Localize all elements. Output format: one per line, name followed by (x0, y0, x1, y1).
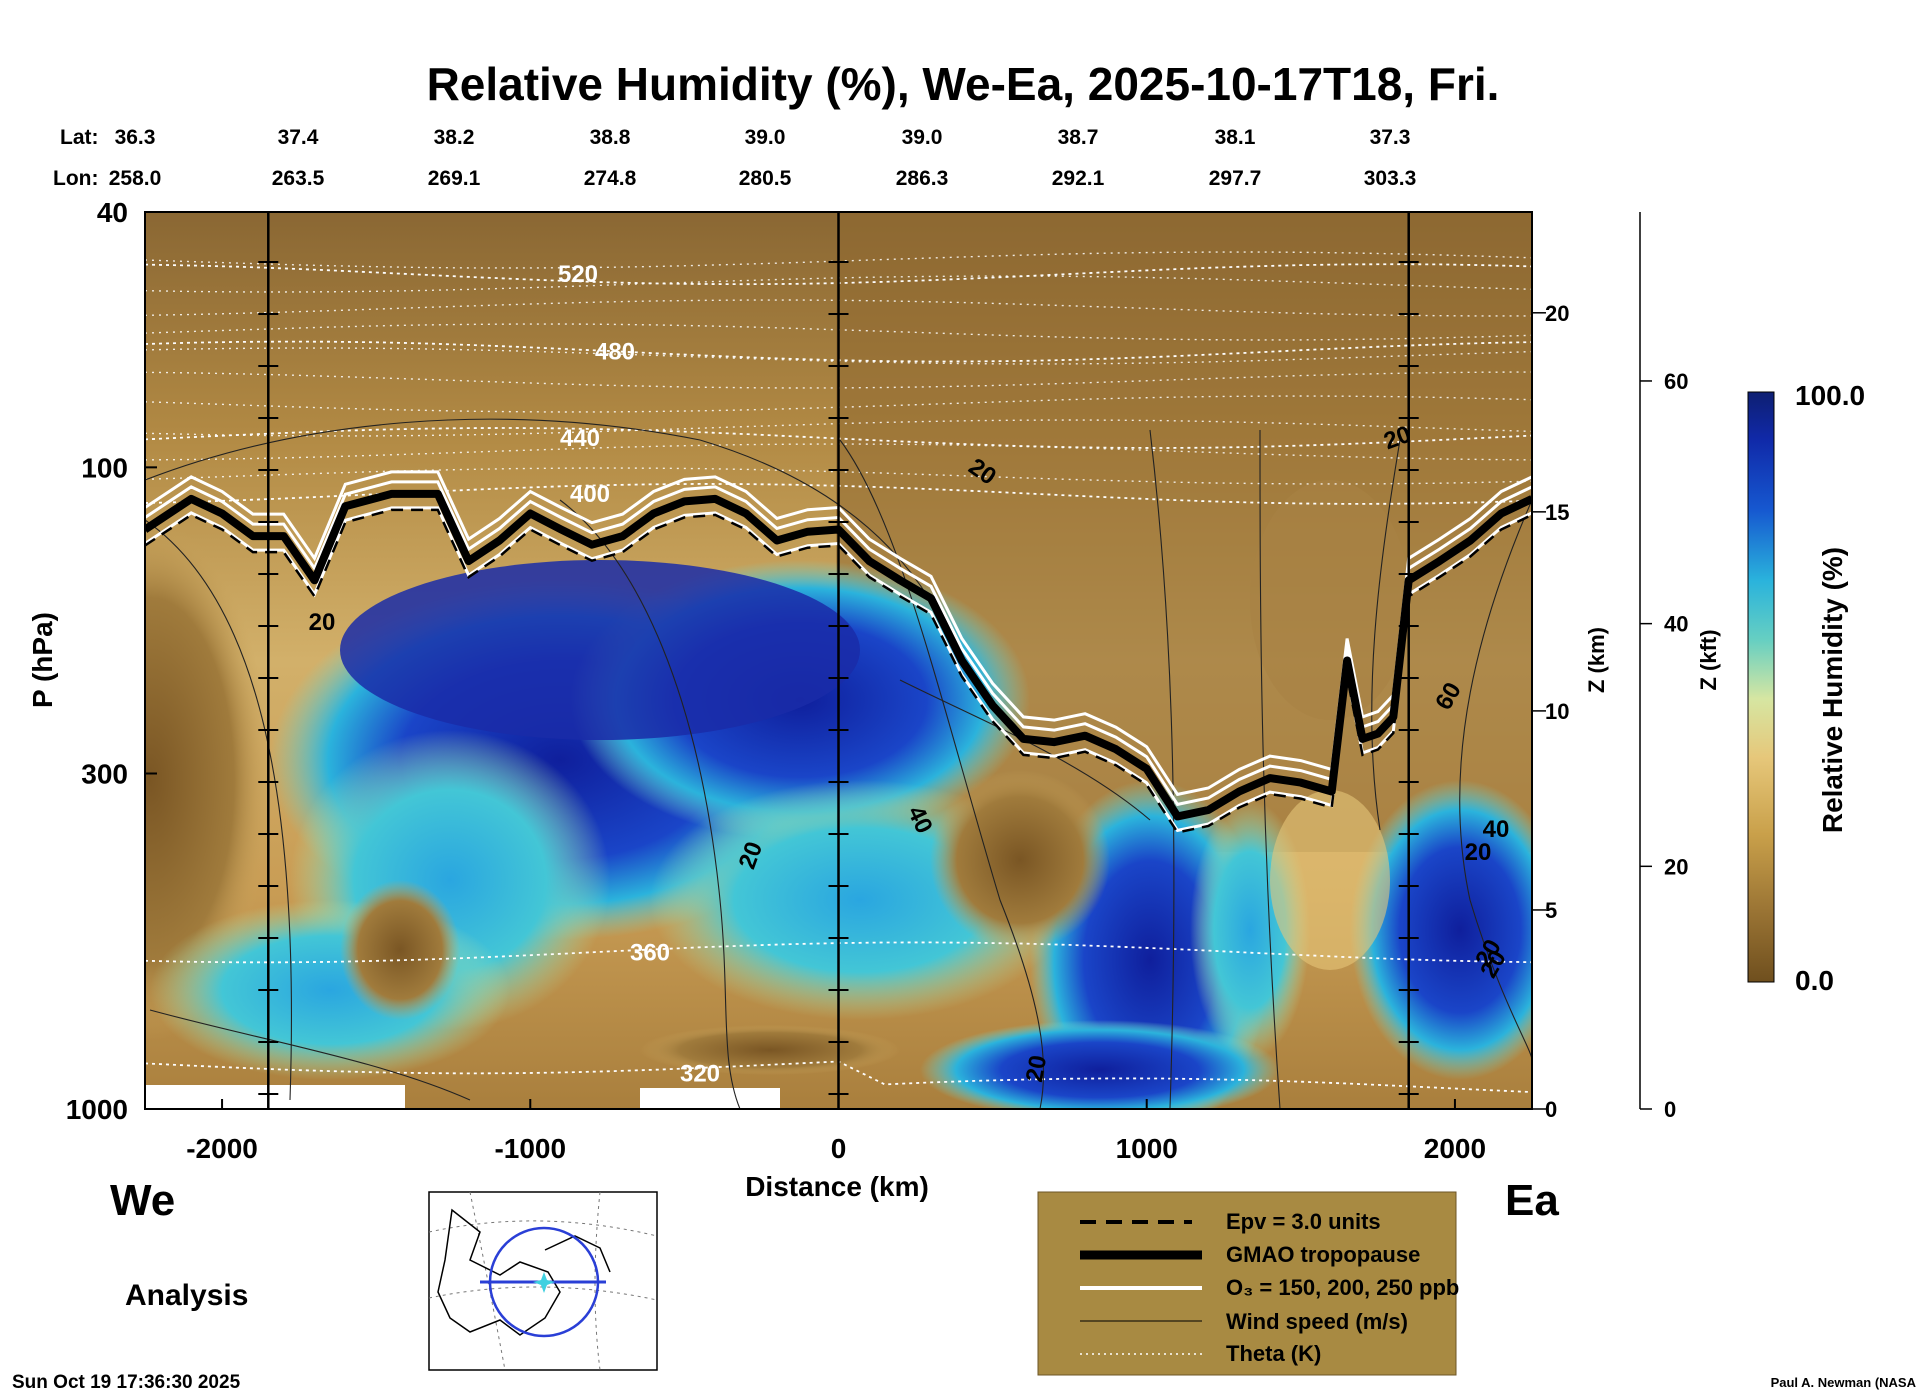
legend-label-wind: Wind speed (m/s) (1226, 1309, 1408, 1334)
colorbar-max-label: 100.0 (1795, 380, 1865, 411)
z-km-tick-label: 5 (1545, 898, 1557, 923)
vertical-markers (258, 212, 1419, 1109)
coordinate-header: 36.3 37.4 38.2 38.8 39.0 39.0 38.7 38.1 37.3 258.… (109, 126, 1417, 190)
z-kft-tick-label: 20 (1664, 854, 1688, 879)
lon-value: 280.5 (739, 167, 792, 190)
wind-contour (1459, 499, 1532, 1061)
lat-value: 39.0 (902, 126, 943, 149)
wind-contour (145, 418, 931, 601)
wind-contour (1149, 429, 1175, 1109)
timestamp: Sun Oct 19 17:36:30 2025 (12, 1372, 241, 1393)
theta-label: 400 (570, 481, 610, 508)
z-km-tick-label: 15 (1545, 500, 1569, 525)
lat-value: 37.3 (1370, 126, 1411, 149)
y-tick-label: 40 (97, 197, 128, 228)
z-km-axis-label: Z (km) (1584, 627, 1609, 693)
legend-label-theta: Theta (K) (1226, 1341, 1321, 1366)
legend-label-tropopause: GMAO tropopause (1226, 1242, 1420, 1267)
wind-contour (1259, 429, 1281, 1109)
x-axis-label: Distance (km) (745, 1171, 929, 1202)
axes: -2000 -1000 0 1000 2000 40 100 300 1000 0 5 10 15 20 0… (66, 197, 1689, 1164)
colorbar (1747, 391, 1775, 983)
y-tick-label: 300 (81, 758, 128, 789)
legend-label-ozone: O₃ = 150, 200, 250 ppb (1226, 1275, 1459, 1300)
analysis-label: Analysis (125, 1279, 248, 1312)
z-kft-tick-label: 0 (1664, 1097, 1676, 1122)
theta-label: 480 (595, 339, 635, 366)
x-tick-label: 2000 (1424, 1133, 1486, 1164)
lon-value: 297.7 (1209, 167, 1262, 190)
wind-contour (559, 499, 741, 1109)
wind-contour (145, 519, 292, 1101)
west-label: We (110, 1176, 175, 1225)
wind-speed-label: 20 (309, 609, 336, 636)
lon-value: 258.0 (109, 167, 162, 190)
y-tick-label: 1000 (66, 1094, 128, 1125)
tropopause-layer (145, 489, 1532, 834)
lon-label: Lon: (53, 167, 98, 190)
legend-label-epv: Epv = 3.0 units (1226, 1209, 1381, 1234)
inset-map (428, 1191, 658, 1371)
credit: Paul A. Newman (NASA (1771, 1375, 1917, 1390)
tropopause-line (145, 489, 1532, 821)
lon-value: 274.8 (584, 167, 637, 190)
z-kft-tick-label: 60 (1664, 369, 1688, 394)
lat-value: 39.0 (745, 126, 786, 149)
colorbar-title: Relative Humidity (%) (1817, 547, 1848, 833)
legend: Epv = 3.0 units GMAO tropopause O₃ = 150… (1037, 1191, 1459, 1376)
lat-label: Lat: (60, 126, 99, 149)
lon-value: 263.5 (272, 167, 325, 190)
lon-value: 292.1 (1052, 167, 1105, 190)
y-axis-label: P (hPa) (27, 612, 58, 708)
wind-speed-label: 40 (1483, 816, 1510, 843)
wind-contour (1371, 439, 1401, 831)
z-km-tick-label: 20 (1545, 301, 1569, 326)
east-label: Ea (1505, 1176, 1559, 1225)
lat-value: 36.3 (115, 126, 156, 149)
lon-value: 269.1 (428, 167, 481, 190)
theta-label: 360 (630, 939, 670, 966)
rh-shading (145, 212, 1532, 1109)
wind-speed-label: 20 (1021, 1053, 1052, 1084)
chart-title: Relative Humidity (%), We-Ea, 2025-10-17… (427, 58, 1500, 110)
ozone-contour (145, 470, 1532, 797)
z-kft-tick-label: 40 (1664, 612, 1688, 637)
lat-value: 37.4 (278, 126, 319, 149)
x-tick-label: -1000 (494, 1133, 566, 1164)
x-tick-label: 0 (831, 1133, 847, 1164)
x-tick-label: -2000 (186, 1133, 258, 1164)
z-kft-axis-label: Z (kft) (1696, 629, 1721, 690)
wind-contour (839, 439, 1045, 1109)
lon-value: 286.3 (896, 167, 949, 190)
theta-label: 520 (558, 261, 598, 288)
z-km-tick-label: 10 (1545, 699, 1569, 724)
epv-contour (145, 508, 1532, 834)
wind-speed-label: 20 (1465, 839, 1492, 866)
colorbar-min-label: 0.0 (1795, 965, 1834, 996)
x-tick-label: 1000 (1116, 1133, 1178, 1164)
lat-value: 38.1 (1215, 126, 1256, 149)
y-tick-label: 100 (81, 452, 128, 483)
z-km-tick-label: 0 (1545, 1097, 1557, 1122)
lat-value: 38.8 (590, 126, 631, 149)
lat-value: 38.2 (434, 126, 475, 149)
lon-value: 303.3 (1364, 167, 1417, 190)
lat-value: 38.7 (1058, 126, 1099, 149)
theta-label: 320 (680, 1060, 720, 1087)
wind-contour (149, 1009, 471, 1101)
